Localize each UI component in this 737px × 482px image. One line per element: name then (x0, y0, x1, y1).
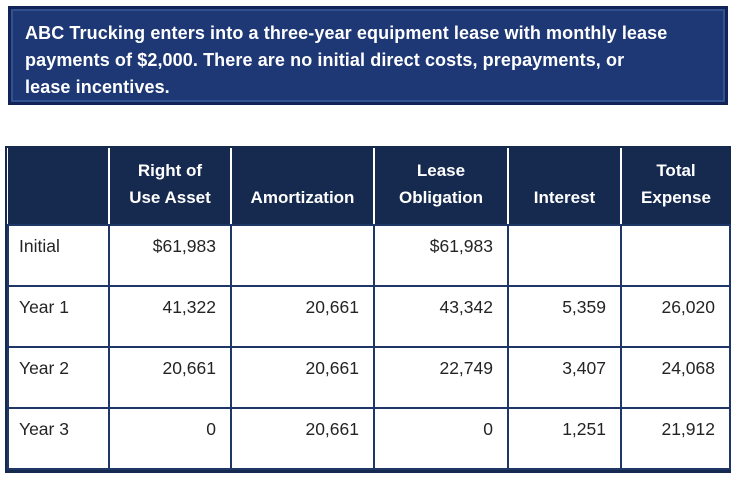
cell-amortization: 20,661 (230, 346, 375, 409)
row-label: Year 2 (7, 346, 110, 409)
table-row-year-1: Year 1 41,322 20,661 43,342 5,359 26,020 (7, 285, 731, 348)
row-label: Year 3 (7, 407, 110, 470)
col-header-total-expense: Total Expense (621, 148, 730, 226)
cell-right-of-use-asset: 41,322 (108, 285, 232, 348)
cell-amortization (230, 224, 375, 287)
cell-lease-obligation: $61,983 (373, 224, 509, 287)
col-header-lease-obligation: Lease Obligation (374, 148, 509, 226)
table-row-year-3: Year 3 0 20,661 0 1,251 21,912 (7, 407, 731, 470)
cell-total-expense: 24,068 (620, 346, 731, 409)
cell-interest: 3,407 (507, 346, 622, 409)
table-header-row: Right of Use Asset Amortization Lease Ob… (8, 148, 730, 226)
lease-scenario-callout: ABC Trucking enters into a three-year eq… (8, 6, 728, 105)
lease-amortization-table-wrapper: Right of Use Asset Amortization Lease Ob… (5, 146, 731, 473)
col-header-right-of-use-asset: Right of Use Asset (109, 148, 232, 226)
row-label: Year 1 (7, 285, 110, 348)
cell-lease-obligation: 22,749 (373, 346, 509, 409)
cell-lease-obligation: 43,342 (373, 285, 509, 348)
col-header-blank (8, 148, 110, 226)
table-row-initial: Initial $61,983 $61,983 (7, 224, 731, 287)
cell-interest (507, 224, 622, 287)
row-label: Initial (7, 224, 110, 287)
col-header-amortization: Amortization (231, 148, 375, 226)
cell-lease-obligation: 0 (373, 407, 509, 470)
cell-interest: 5,359 (507, 285, 622, 348)
cell-total-expense: 26,020 (620, 285, 731, 348)
col-header-interest: Interest (508, 148, 622, 226)
lease-scenario-text: ABC Trucking enters into a three-year eq… (25, 23, 668, 97)
cell-amortization: 20,661 (230, 407, 375, 470)
cell-interest: 1,251 (507, 407, 622, 470)
cell-total-expense (620, 224, 731, 287)
cell-total-expense: 21,912 (620, 407, 731, 470)
cell-right-of-use-asset: 0 (108, 407, 232, 470)
lease-amortization-table: Right of Use Asset Amortization Lease Ob… (7, 148, 731, 470)
cell-right-of-use-asset: 20,661 (108, 346, 232, 409)
table-row-year-2: Year 2 20,661 20,661 22,749 3,407 24,068 (7, 346, 731, 409)
cell-right-of-use-asset: $61,983 (108, 224, 232, 287)
cell-amortization: 20,661 (230, 285, 375, 348)
